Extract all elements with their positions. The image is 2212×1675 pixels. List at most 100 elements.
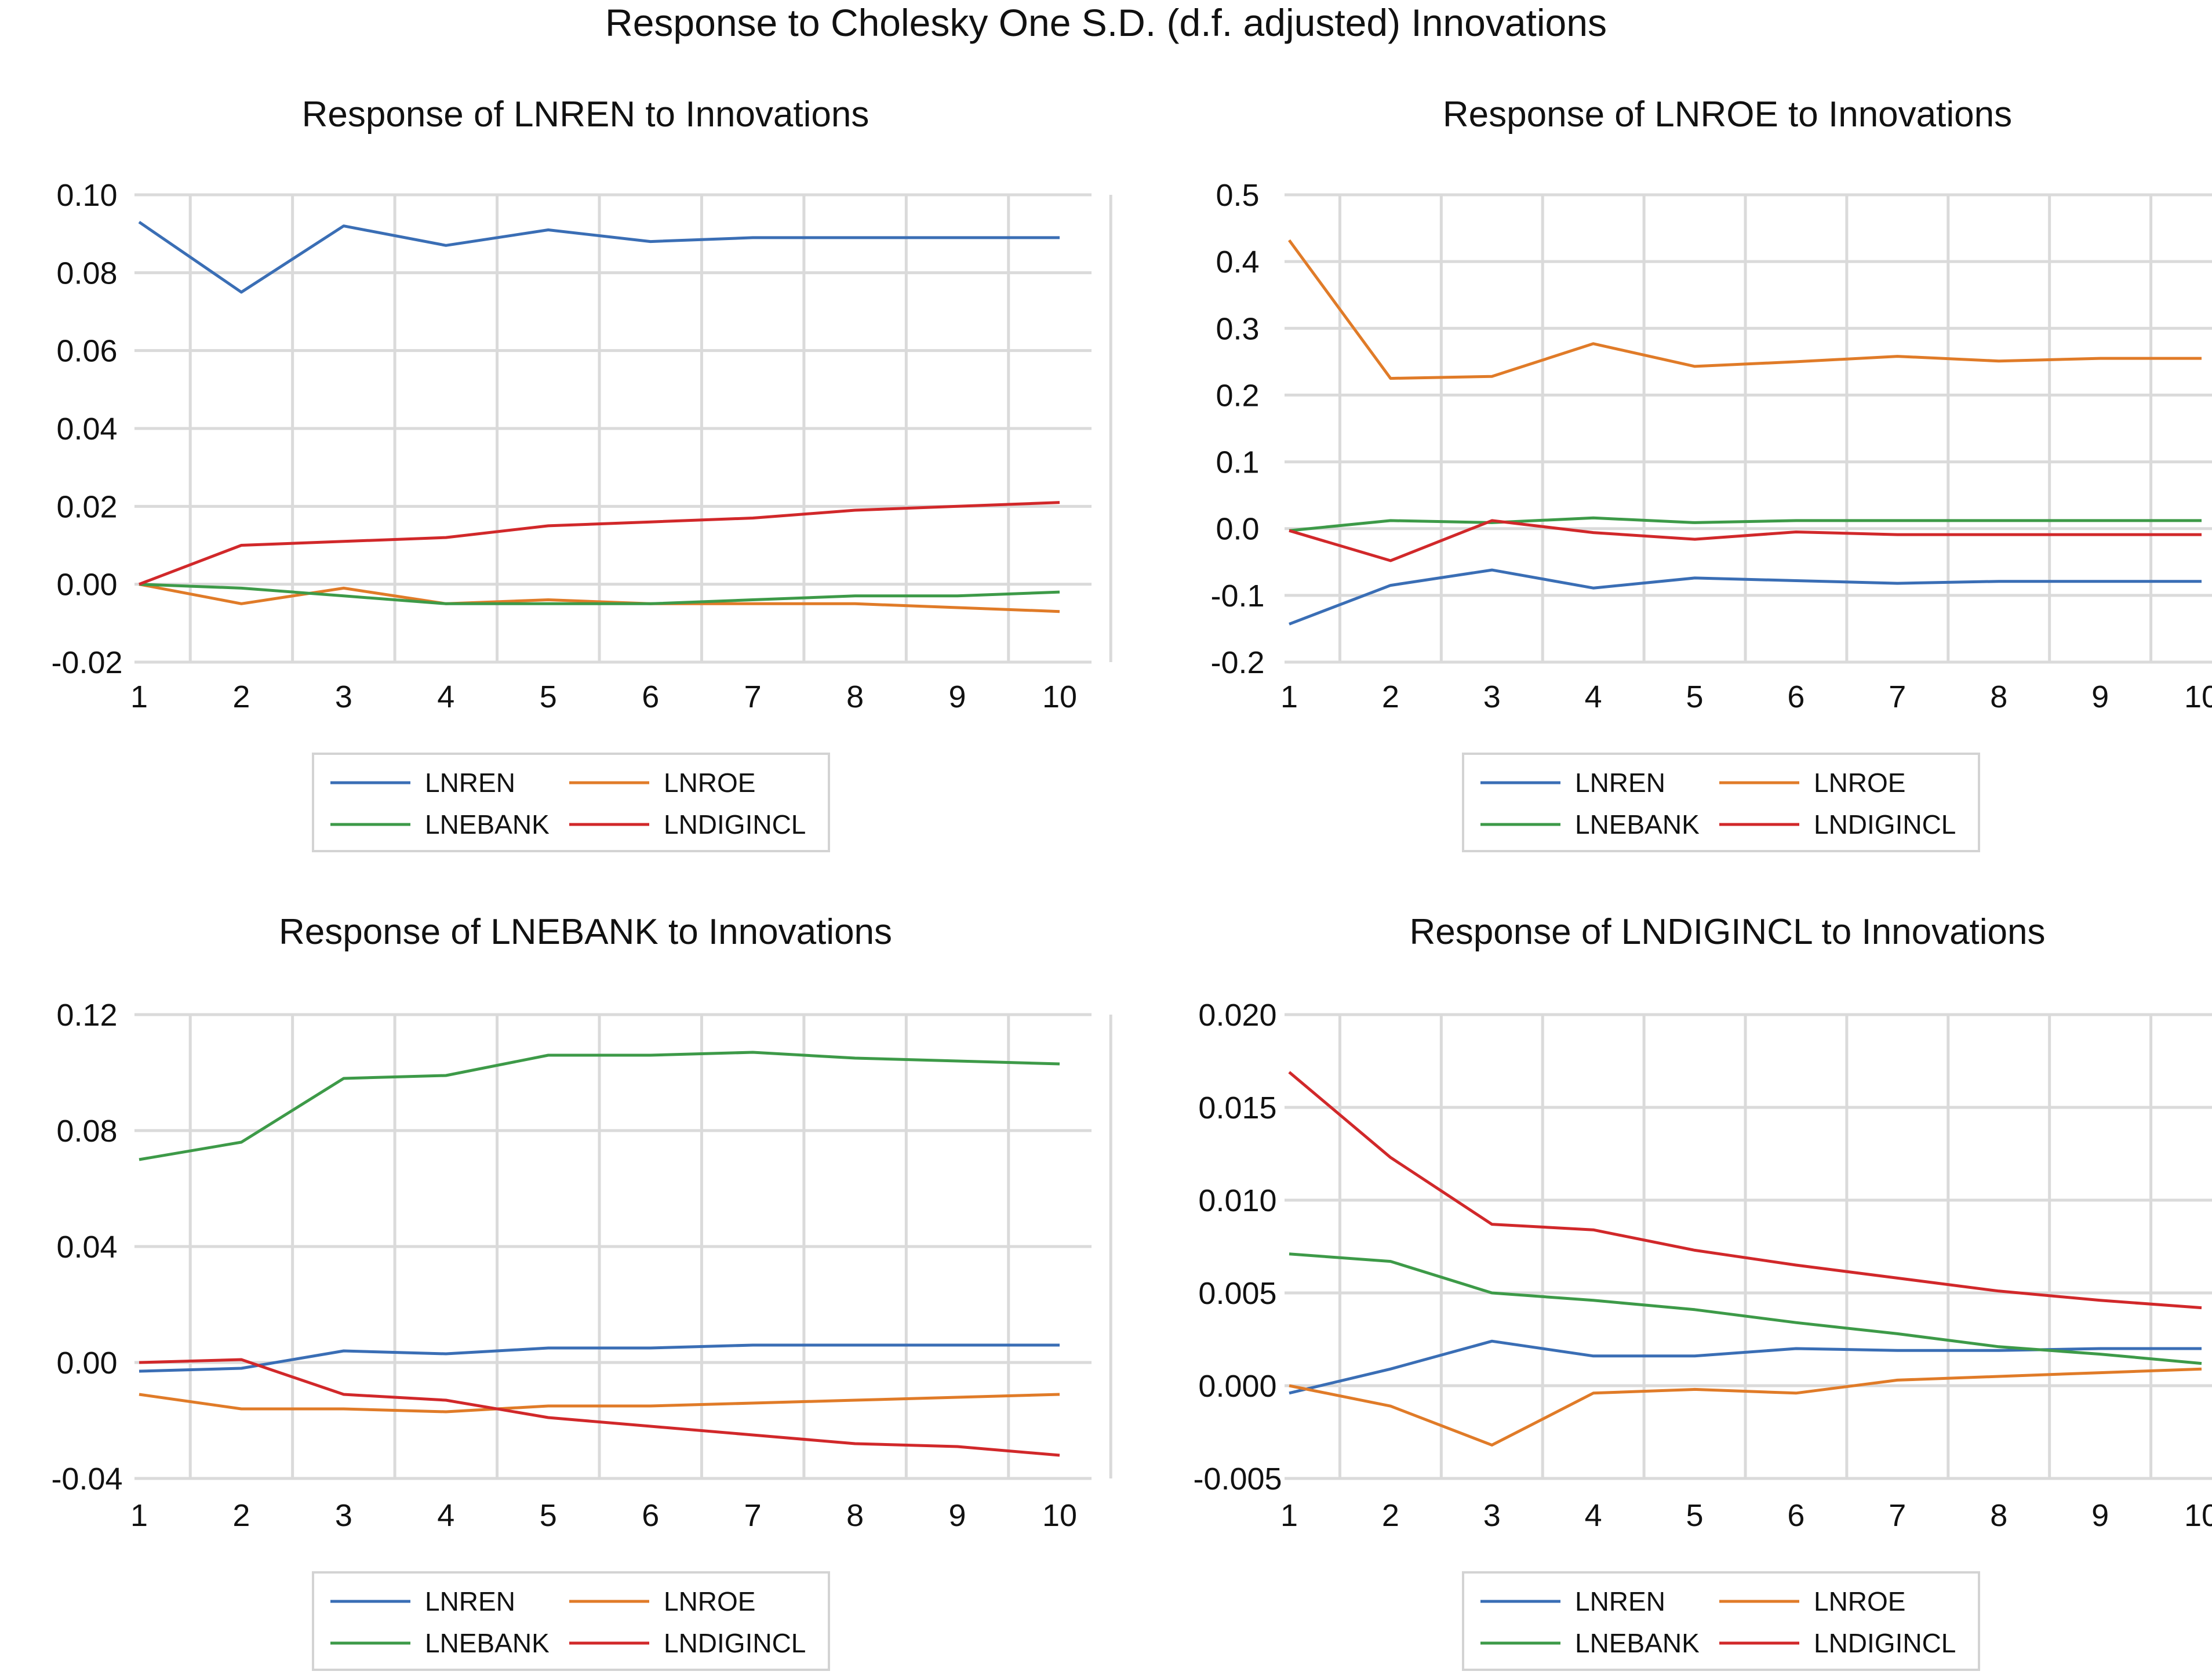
series-line-lnebank [1289,516,2202,532]
y-tick-label: 0.2 [1216,378,1259,413]
y-tick-label: 0.02 [56,489,117,524]
chart-panels: Response of LNREN to Innovations0.100.08… [51,95,2212,1671]
y-tick-label: -0.04 [51,1462,122,1496]
x-tick-label: 2 [1382,680,1399,714]
panel-title: Response of LNROE to Innovations [1443,95,2012,135]
legend-box [312,1571,830,1671]
y-tick-label: 0.3 [1216,311,1259,346]
series-line-lnebank [139,1051,1060,1161]
x-tick-label: 9 [949,680,966,714]
legend-label-lndigincl: LNDIGINCL [664,1628,806,1658]
x-tick-label: 6 [1787,1498,1804,1533]
y-tick-label: 0.020 [1198,998,1276,1033]
x-tick-label: 7 [744,680,762,714]
y-tick-label: -0.2 [1210,645,1264,680]
series-line-lndigincl [1288,1071,2202,1310]
legend-label-lnren: LNREN [425,768,515,798]
legend-label-lndigincl: LNDIGINCL [664,809,806,840]
x-tick-label: 2 [232,680,250,714]
x-tick-label: 9 [949,1498,966,1533]
legend-label-lnroe: LNROE [664,768,755,798]
x-tick-label: 2 [1382,1498,1399,1533]
chart-panel-4: Response of LNDIGINCL to Innovations 0.02… [1193,912,2212,1671]
x-tick-label: 3 [335,680,352,714]
y-tick-label: 0.10 [56,178,117,213]
x-tick-label: 1 [130,680,148,714]
legend-box [312,753,830,852]
y-tick-label: 0.010 [1198,1183,1276,1218]
figure-title: Response to Cholesky One S.D. (d.f. adju… [605,1,1607,44]
y-tick-label: 0.005 [1198,1276,1276,1311]
y-tick-label: 0.04 [56,412,117,446]
y-tick-label: 0.5 [1216,178,1259,213]
y-tick-label: 0.04 [56,1230,117,1265]
x-tick-label: 4 [1585,1498,1602,1533]
y-tick-label: 0.4 [1216,245,1259,279]
y-tick-label: -0.005 [1193,1462,1282,1496]
x-tick-label: 10 [1042,1498,1077,1533]
x-tick-label: 8 [846,680,864,714]
x-tick-label: 4 [437,680,454,714]
x-tick-label: 1 [1280,680,1298,714]
legend: LNREN LNROE LNEBANK LNDIGINCL [1462,753,1980,852]
x-tick-label: 3 [1483,1498,1501,1533]
series-line-lnren [1289,568,2202,626]
y-tick-label: 0.00 [56,568,117,602]
x-tick-label: 8 [1990,1498,2007,1533]
series-line-lnroe [139,1393,1060,1414]
legend-label-lndigincl: LNDIGINCL [1814,809,1956,840]
series-line-lnebank [139,583,1060,605]
legend-label-lnren: LNREN [1575,1586,1665,1616]
series-line-lnebank [1289,1252,2202,1365]
y-tick-label: 0.000 [1198,1369,1276,1404]
legend-label-lnren: LNREN [425,1586,515,1616]
series-line-lndigincl [1289,519,2202,562]
legend-label-lndigincl: LNDIGINCL [1814,1628,1956,1658]
series-line-lnroe [1287,239,2202,380]
legend-label-lnebank: LNEBANK [425,1628,550,1658]
legend: LNREN LNROE LNEBANK LNDIGINCL [312,1571,830,1671]
x-tick-label: 1 [130,1498,148,1533]
y-tick-label: -0.02 [51,645,122,680]
legend-label-lnroe: LNROE [1814,1586,1905,1616]
y-tick-label: -0.1 [1210,579,1264,613]
legend-label-lnroe: LNROE [1814,768,1905,798]
series-line-lnroe [1289,1367,2202,1447]
x-tick-label: 3 [335,1498,352,1533]
y-tick-label: 0.06 [56,334,117,369]
x-tick-label: 5 [1686,680,1704,714]
legend-label-lnebank: LNEBANK [1575,1628,1700,1658]
x-tick-label: 2 [232,1498,250,1533]
x-tick-label: 4 [1585,680,1602,714]
x-tick-label: 5 [540,680,557,714]
x-tick-label: 6 [1787,680,1804,714]
x-tick-label: 7 [744,1498,762,1533]
x-tick-label: 7 [1889,680,1906,714]
panel-title: Response of LNEBANK to Innovations [279,912,892,952]
legend-box [1462,753,1980,852]
series-line-lnren [139,1343,1060,1373]
series-line-lndigincl [139,1358,1060,1457]
x-tick-label: 9 [2091,1498,2109,1533]
series-line-lndigincl [139,501,1060,586]
x-tick-label: 10 [2184,1498,2212,1533]
y-tick-label: 0.08 [56,256,117,290]
legend-label-lnroe: LNROE [664,1586,755,1616]
y-tick-label: 0.015 [1198,1091,1276,1125]
legend: LNREN LNROE LNEBANK LNDIGINCL [312,753,830,852]
x-tick-label: 5 [1686,1498,1704,1533]
y-tick-label: 0.00 [56,1346,117,1380]
x-tick-label: 10 [2184,680,2212,714]
legend-box [1462,1571,1980,1671]
y-tick-label: 0.08 [56,1114,117,1149]
x-tick-label: 1 [1280,1498,1298,1533]
chart-panel-2: Response of LNROE to Innovations 0.5 0.4 0.… [1210,95,2212,852]
legend-label-lnebank: LNEBANK [1575,809,1700,840]
x-tick-label: 4 [437,1498,454,1533]
x-tick-label: 7 [1889,1498,1906,1533]
chart-panel-3: Response of LNEBANK to Innovations 0.12 0.… [51,912,1112,1671]
x-tick-label: 10 [1042,680,1077,714]
x-tick-label: 9 [2091,680,2109,714]
chart-panel-1: Response of LNREN to Innovations 0.10 0.08… [51,95,1112,852]
